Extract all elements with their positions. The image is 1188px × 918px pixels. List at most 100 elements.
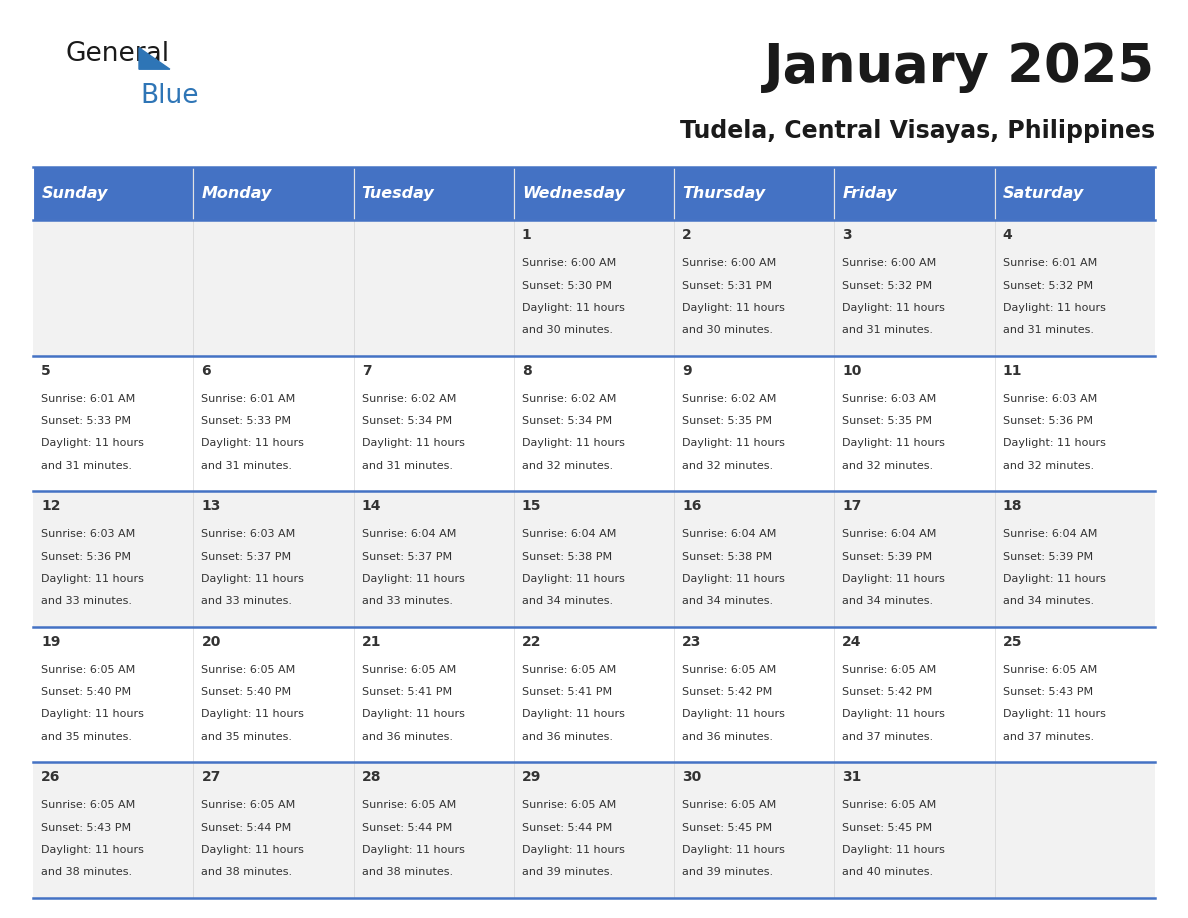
Bar bbox=[994, 167, 1155, 220]
Text: 27: 27 bbox=[202, 770, 221, 785]
Text: Sunrise: 6:03 AM: Sunrise: 6:03 AM bbox=[42, 530, 135, 539]
Text: Sunrise: 6:05 AM: Sunrise: 6:05 AM bbox=[682, 800, 777, 811]
Bar bbox=[33, 491, 1155, 627]
Text: Sunset: 5:32 PM: Sunset: 5:32 PM bbox=[842, 281, 933, 291]
Text: Sunrise: 6:05 AM: Sunrise: 6:05 AM bbox=[842, 800, 936, 811]
Text: and 37 minutes.: and 37 minutes. bbox=[1003, 732, 1094, 742]
Text: and 34 minutes.: and 34 minutes. bbox=[682, 597, 773, 606]
Text: Monday: Monday bbox=[202, 186, 272, 201]
Text: 21: 21 bbox=[361, 635, 381, 649]
Text: Sunrise: 6:03 AM: Sunrise: 6:03 AM bbox=[202, 530, 296, 539]
Text: Daylight: 11 hours: Daylight: 11 hours bbox=[842, 845, 946, 855]
Text: Sunset: 5:45 PM: Sunset: 5:45 PM bbox=[682, 823, 772, 833]
Text: Sunset: 5:41 PM: Sunset: 5:41 PM bbox=[361, 687, 451, 697]
Bar bbox=[33, 762, 1155, 898]
Text: Daylight: 11 hours: Daylight: 11 hours bbox=[522, 303, 625, 313]
Text: 1: 1 bbox=[522, 229, 532, 242]
Text: and 39 minutes.: and 39 minutes. bbox=[522, 868, 613, 878]
Text: and 34 minutes.: and 34 minutes. bbox=[522, 597, 613, 606]
Text: Sunset: 5:43 PM: Sunset: 5:43 PM bbox=[42, 823, 132, 833]
Text: 9: 9 bbox=[682, 364, 691, 378]
Text: Daylight: 11 hours: Daylight: 11 hours bbox=[42, 710, 144, 720]
Text: Sunrise: 6:04 AM: Sunrise: 6:04 AM bbox=[682, 530, 777, 539]
Bar bbox=[674, 167, 834, 220]
Text: 28: 28 bbox=[361, 770, 381, 785]
Text: Sunrise: 6:05 AM: Sunrise: 6:05 AM bbox=[361, 665, 456, 675]
Text: and 37 minutes.: and 37 minutes. bbox=[842, 732, 934, 742]
Text: 12: 12 bbox=[42, 499, 61, 513]
Text: Sunrise: 6:03 AM: Sunrise: 6:03 AM bbox=[1003, 394, 1097, 404]
Text: Sunrise: 6:02 AM: Sunrise: 6:02 AM bbox=[361, 394, 456, 404]
Text: Sunset: 5:36 PM: Sunset: 5:36 PM bbox=[42, 552, 132, 562]
Text: and 31 minutes.: and 31 minutes. bbox=[1003, 325, 1093, 335]
Text: Sunrise: 6:04 AM: Sunrise: 6:04 AM bbox=[842, 530, 936, 539]
Text: Sunrise: 6:05 AM: Sunrise: 6:05 AM bbox=[361, 800, 456, 811]
Text: Daylight: 11 hours: Daylight: 11 hours bbox=[1003, 574, 1105, 584]
Text: 3: 3 bbox=[842, 229, 852, 242]
Text: Sunset: 5:38 PM: Sunset: 5:38 PM bbox=[682, 552, 772, 562]
Text: Sunrise: 6:01 AM: Sunrise: 6:01 AM bbox=[42, 394, 135, 404]
Bar bbox=[33, 220, 1155, 356]
Text: Friday: Friday bbox=[842, 186, 897, 201]
Text: 4: 4 bbox=[1003, 229, 1012, 242]
Bar bbox=[194, 167, 354, 220]
Text: Daylight: 11 hours: Daylight: 11 hours bbox=[682, 303, 785, 313]
Text: Daylight: 11 hours: Daylight: 11 hours bbox=[202, 710, 304, 720]
Text: Sunset: 5:35 PM: Sunset: 5:35 PM bbox=[842, 416, 933, 426]
Text: Daylight: 11 hours: Daylight: 11 hours bbox=[1003, 303, 1105, 313]
Text: and 35 minutes.: and 35 minutes. bbox=[202, 732, 292, 742]
Bar bbox=[33, 627, 1155, 762]
Text: 5: 5 bbox=[42, 364, 51, 378]
Text: 30: 30 bbox=[682, 770, 701, 785]
Text: 18: 18 bbox=[1003, 499, 1022, 513]
Text: Daylight: 11 hours: Daylight: 11 hours bbox=[842, 439, 946, 449]
Polygon shape bbox=[139, 48, 170, 69]
Text: and 38 minutes.: and 38 minutes. bbox=[361, 868, 453, 878]
Text: 8: 8 bbox=[522, 364, 532, 378]
Text: Sunset: 5:39 PM: Sunset: 5:39 PM bbox=[842, 552, 933, 562]
Text: Sunrise: 6:00 AM: Sunrise: 6:00 AM bbox=[522, 258, 617, 268]
Text: 25: 25 bbox=[1003, 635, 1022, 649]
Text: and 31 minutes.: and 31 minutes. bbox=[842, 325, 934, 335]
Text: Sunset: 5:30 PM: Sunset: 5:30 PM bbox=[522, 281, 612, 291]
Text: Daylight: 11 hours: Daylight: 11 hours bbox=[361, 439, 465, 449]
Text: Sunrise: 6:04 AM: Sunrise: 6:04 AM bbox=[522, 530, 617, 539]
Text: Sunrise: 6:01 AM: Sunrise: 6:01 AM bbox=[202, 394, 296, 404]
Text: 26: 26 bbox=[42, 770, 61, 785]
Text: Sunrise: 6:05 AM: Sunrise: 6:05 AM bbox=[522, 665, 617, 675]
Text: Daylight: 11 hours: Daylight: 11 hours bbox=[682, 574, 785, 584]
Text: Daylight: 11 hours: Daylight: 11 hours bbox=[842, 710, 946, 720]
Text: Sunrise: 6:05 AM: Sunrise: 6:05 AM bbox=[682, 665, 777, 675]
Text: Sunrise: 6:01 AM: Sunrise: 6:01 AM bbox=[1003, 258, 1097, 268]
Text: Daylight: 11 hours: Daylight: 11 hours bbox=[1003, 710, 1105, 720]
Text: Daylight: 11 hours: Daylight: 11 hours bbox=[361, 574, 465, 584]
Text: January 2025: January 2025 bbox=[764, 41, 1155, 94]
Text: 14: 14 bbox=[361, 499, 381, 513]
Text: Sunset: 5:37 PM: Sunset: 5:37 PM bbox=[361, 552, 451, 562]
Text: Daylight: 11 hours: Daylight: 11 hours bbox=[522, 845, 625, 855]
Text: 16: 16 bbox=[682, 499, 701, 513]
Text: and 31 minutes.: and 31 minutes. bbox=[42, 461, 132, 471]
Text: 22: 22 bbox=[522, 635, 542, 649]
Text: 13: 13 bbox=[202, 499, 221, 513]
Text: General: General bbox=[65, 41, 170, 67]
Text: and 36 minutes.: and 36 minutes. bbox=[361, 732, 453, 742]
Text: 23: 23 bbox=[682, 635, 701, 649]
Text: Daylight: 11 hours: Daylight: 11 hours bbox=[42, 439, 144, 449]
Text: Sunset: 5:44 PM: Sunset: 5:44 PM bbox=[202, 823, 292, 833]
Text: Tuesday: Tuesday bbox=[361, 186, 435, 201]
Text: and 32 minutes.: and 32 minutes. bbox=[842, 461, 934, 471]
Text: 6: 6 bbox=[202, 364, 211, 378]
Text: Daylight: 11 hours: Daylight: 11 hours bbox=[361, 845, 465, 855]
Text: and 32 minutes.: and 32 minutes. bbox=[682, 461, 773, 471]
Text: 15: 15 bbox=[522, 499, 542, 513]
Text: Sunset: 5:43 PM: Sunset: 5:43 PM bbox=[1003, 687, 1093, 697]
Text: 29: 29 bbox=[522, 770, 542, 785]
Text: and 31 minutes.: and 31 minutes. bbox=[202, 461, 292, 471]
Text: Sunrise: 6:05 AM: Sunrise: 6:05 AM bbox=[842, 665, 936, 675]
Bar bbox=[354, 167, 514, 220]
Bar bbox=[33, 167, 194, 220]
Text: Daylight: 11 hours: Daylight: 11 hours bbox=[1003, 439, 1105, 449]
Text: and 33 minutes.: and 33 minutes. bbox=[361, 597, 453, 606]
Text: Sunset: 5:35 PM: Sunset: 5:35 PM bbox=[682, 416, 772, 426]
